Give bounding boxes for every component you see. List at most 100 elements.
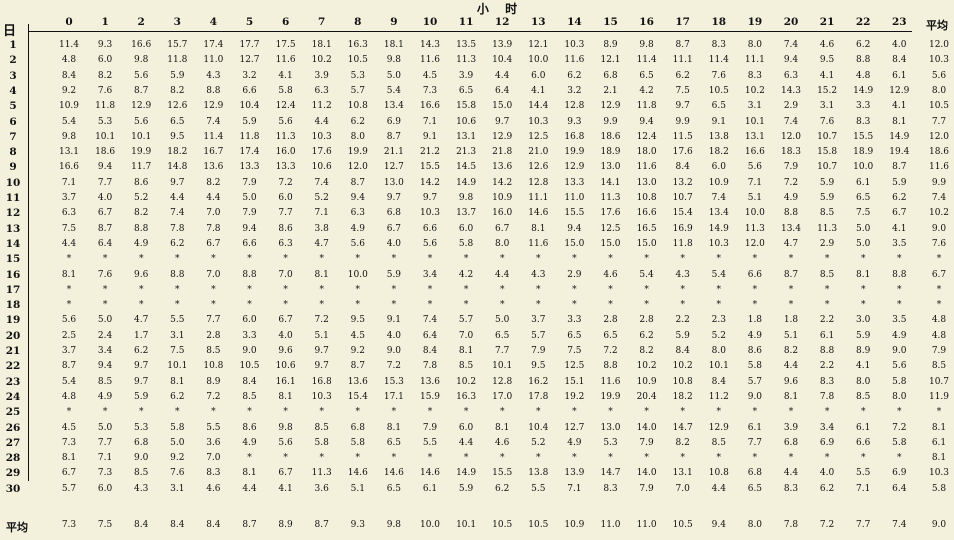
table-cell: *: [860, 284, 866, 295]
table-cell: 10.1: [167, 361, 188, 372]
table-cell: 4.5: [350, 330, 365, 341]
table-cell: 4.4: [314, 116, 329, 127]
hour-header: 4: [209, 16, 218, 28]
table-cell: 7.9: [242, 208, 257, 219]
table-cell: 6.5: [603, 330, 618, 341]
table-cell: 12.4: [275, 101, 296, 112]
table-cell: 8.8: [242, 269, 257, 280]
table-cell: *: [608, 453, 613, 464]
table-cell: 7.4: [422, 315, 438, 326]
table-cell: 5.6: [278, 437, 293, 448]
table-cell: 10.0: [347, 269, 368, 280]
table-cell: 9.3: [97, 40, 113, 50]
table-cell: 2.9: [819, 238, 835, 249]
table-cell: 6.9: [819, 437, 835, 448]
table-cell: 21.8: [492, 147, 513, 158]
table-cell: 7.7: [206, 315, 221, 326]
table-cell: 9.4: [350, 193, 365, 203]
table-cell: *: [355, 254, 361, 265]
table-cell: 7.9: [242, 177, 257, 188]
table-cell: 5.5: [206, 422, 221, 433]
table-cell: 8.1: [170, 376, 185, 387]
table-cell: 15.8: [456, 101, 477, 112]
table-cell: 8.6: [242, 422, 257, 433]
table-cell: 9.6: [134, 269, 149, 280]
table-cell: 6.3: [314, 85, 329, 96]
table-cell: 4.1: [278, 483, 293, 494]
table-cell: 18.9: [853, 147, 874, 158]
table-cell: 10.2: [672, 361, 693, 372]
table-cell: 7.1: [97, 453, 113, 464]
table-cell: 19.2: [564, 391, 585, 402]
table-cell: 8.7: [61, 361, 77, 372]
table-cell: 6.9: [386, 116, 402, 127]
table-cell: 10.3: [419, 208, 441, 219]
table-cell: 10.8: [203, 361, 224, 372]
table-cell: 10.4: [492, 55, 513, 66]
table-cell: 12.4: [636, 131, 657, 142]
table-cell: 5.3: [134, 422, 149, 433]
table-cell: 12.1: [528, 40, 549, 50]
table-cell: 4.4: [458, 437, 474, 448]
table-cell: *: [824, 254, 830, 265]
table-cell: 11.3: [311, 468, 332, 479]
table-cell: 17.8: [528, 391, 549, 402]
table-cell: 17.5: [275, 40, 296, 50]
table-cell: *: [66, 300, 72, 311]
table-cell: 8.0: [350, 131, 365, 142]
table-cell: *: [499, 284, 505, 295]
row-average: *: [936, 254, 942, 265]
footer-average-cell: 11.0: [600, 520, 621, 530]
table-cell: 7.1: [747, 177, 763, 188]
table-cell: 5.7: [350, 85, 365, 96]
table-cell: 8.1: [892, 116, 907, 127]
table-cell: 12.5: [564, 361, 585, 372]
table-cell: 5.9: [458, 483, 474, 494]
table-cell: *: [66, 284, 72, 295]
table-cell: 14.6: [419, 468, 441, 479]
table-cell: 7.7: [97, 437, 113, 448]
table-cell: 16.2: [528, 376, 549, 387]
table-cell: 14.6: [383, 468, 404, 479]
table-cell: 9.6: [783, 376, 799, 387]
table-cell: 6.7: [278, 468, 293, 479]
table-cell: 5.3: [603, 437, 618, 448]
table-cell: 12.0: [744, 238, 765, 249]
table-cell: 16.6: [58, 162, 80, 173]
table-cell: 8.1: [856, 269, 871, 280]
table-cell: 13.6: [347, 376, 368, 387]
table-cell: 21.3: [456, 147, 477, 158]
footer-average-cell: 7.4: [892, 520, 907, 530]
table-cell: 5.7: [747, 376, 763, 387]
table-cell: 4.0: [97, 193, 113, 203]
table-cell: 5.4: [639, 269, 654, 280]
table-cell: 14.1: [600, 177, 621, 188]
table-cell: 7.4: [314, 177, 329, 188]
table-cell: 10.7: [672, 193, 693, 203]
table-cell: 10.8: [672, 376, 693, 387]
table-cell: 16.8: [564, 131, 585, 142]
table-cell: 6.5: [747, 483, 763, 494]
table-cell: 7.2: [206, 391, 221, 402]
table-cell: *: [608, 254, 613, 265]
table-cell: 8.7: [675, 40, 690, 50]
day-label: 4: [9, 84, 17, 97]
table-cell: 3.4: [97, 346, 113, 356]
table-cell: 15.0: [600, 238, 621, 249]
table-cell: 4.3: [531, 269, 546, 280]
table-cell: *: [463, 254, 469, 265]
hour-header: 2: [137, 16, 145, 28]
row-average: 10.3: [928, 55, 950, 66]
table-cell: 4.9: [242, 437, 257, 448]
row-average: 8.0: [931, 85, 947, 96]
table-cell: 8.2: [170, 85, 185, 96]
footer-average-label: 平均: [6, 521, 28, 534]
table-cell: 8.4: [675, 346, 690, 356]
table-cell: 4.1: [278, 70, 293, 81]
footer-average-cell: 9.8: [386, 520, 402, 530]
table-cell: *: [319, 407, 324, 418]
table-cell: *: [102, 284, 108, 295]
table-cell: 7.0: [278, 269, 293, 280]
table-cell: 8.6: [278, 223, 293, 234]
table-cell: 18.6: [95, 147, 116, 158]
